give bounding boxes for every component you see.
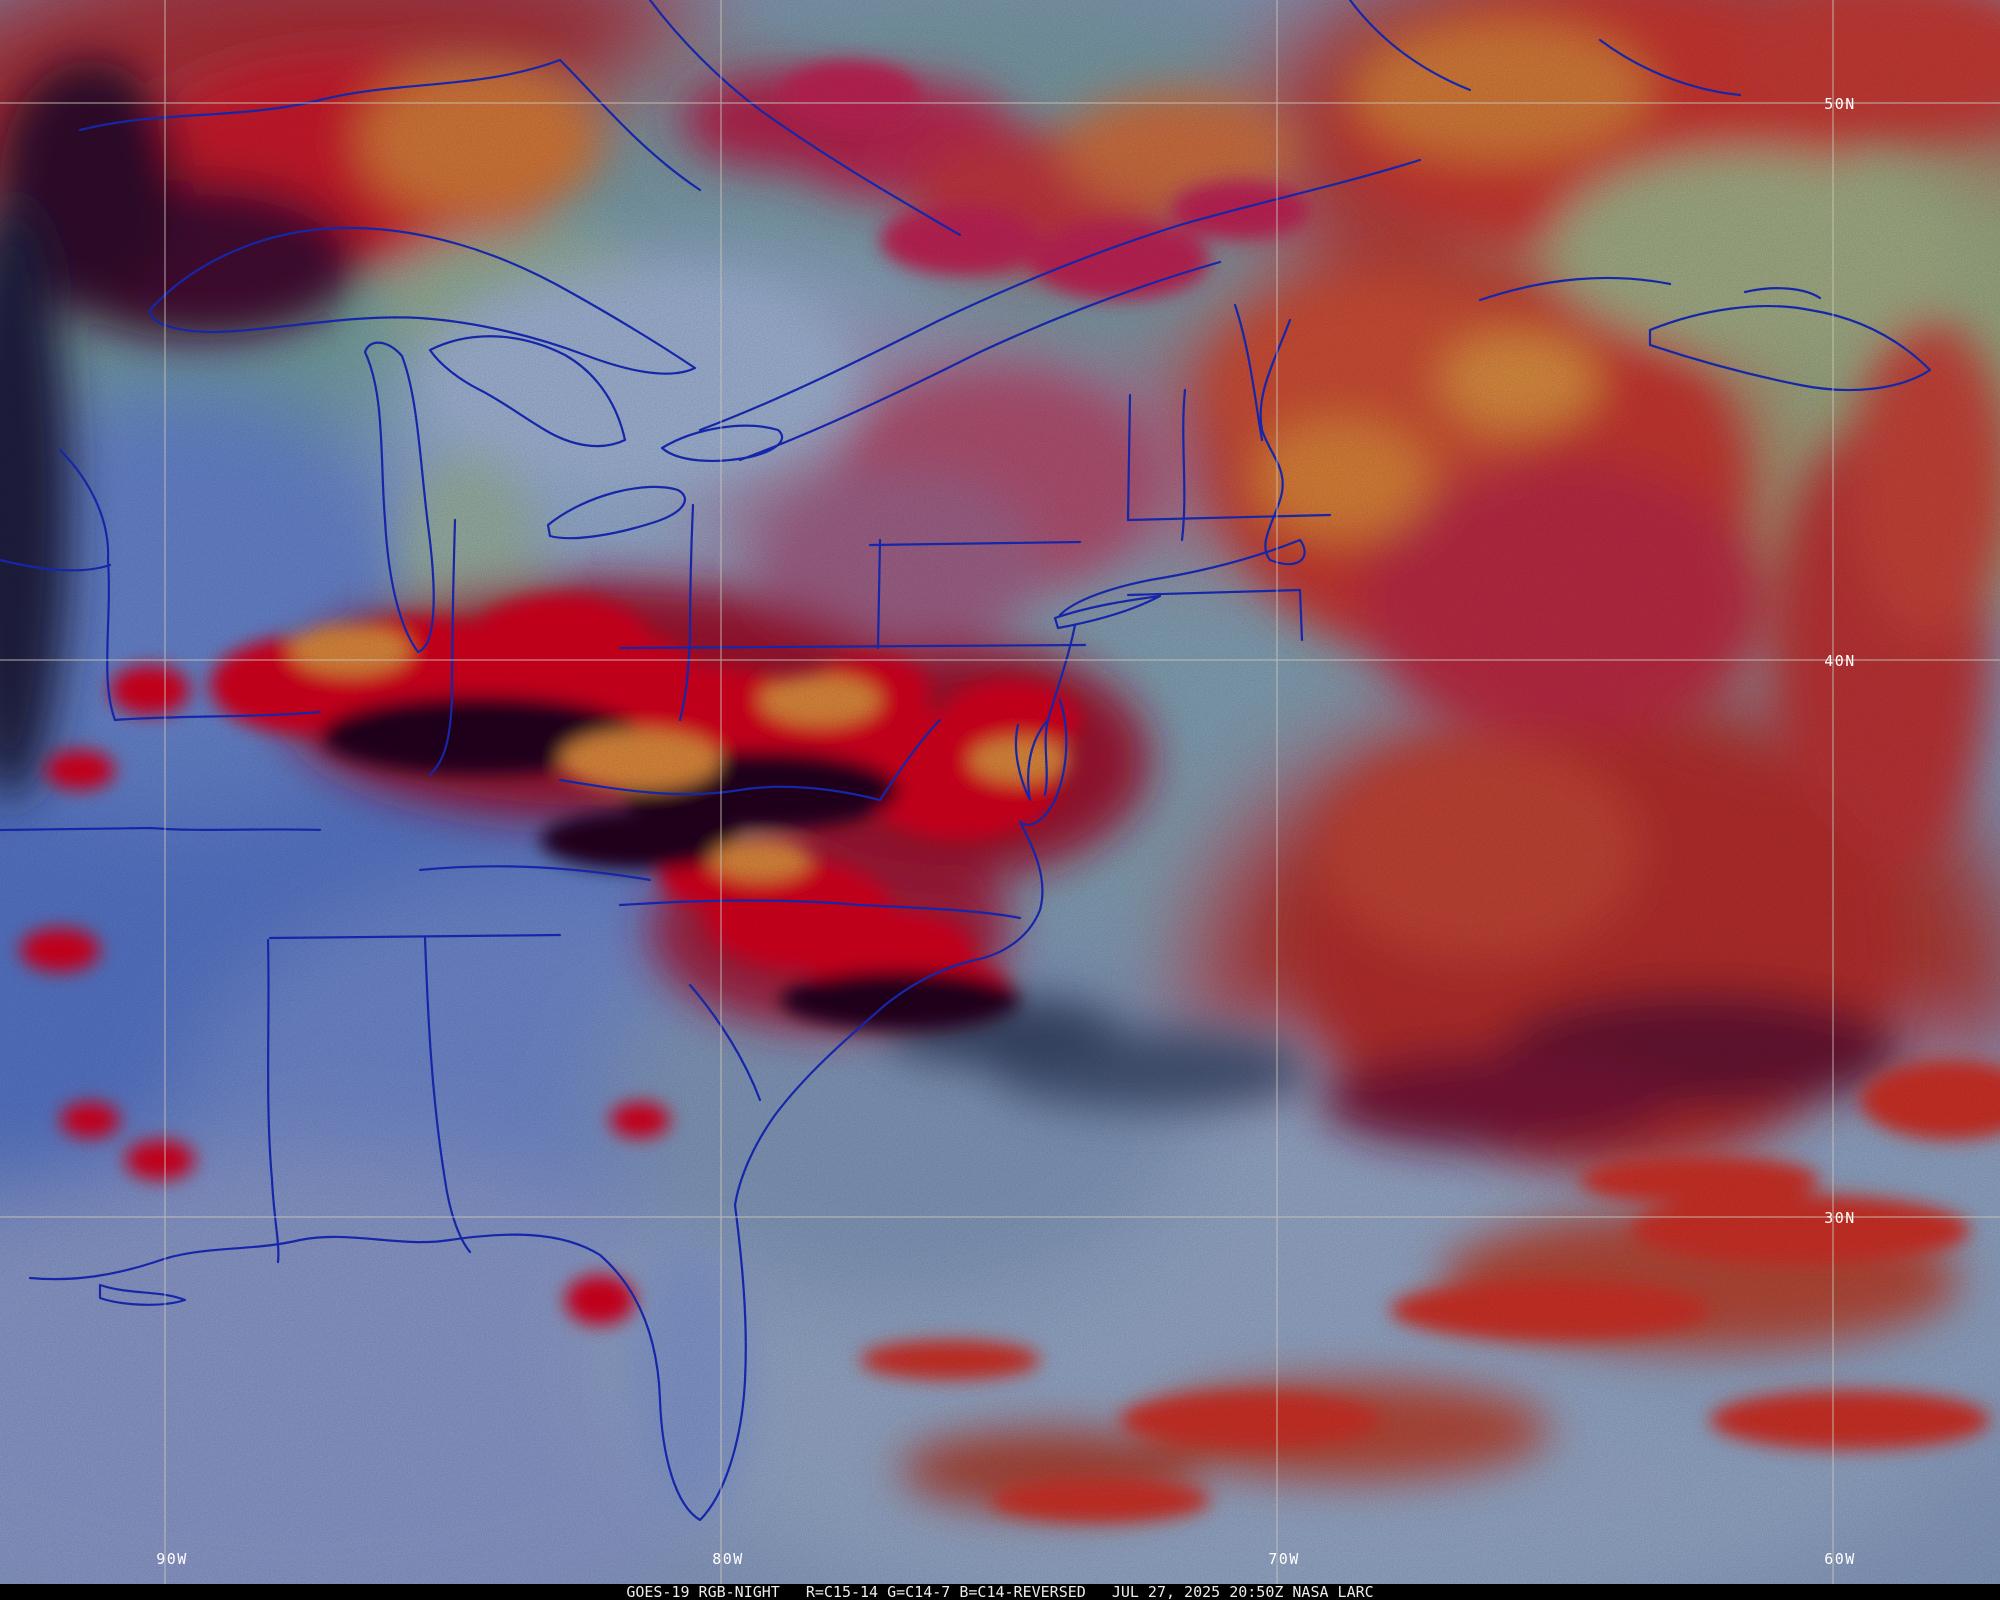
lon-label-70w: 70W — [1268, 1550, 1300, 1568]
grid-labels: 50N 40N 30N 90W 80W 70W 60W — [156, 95, 1856, 1568]
lon-label-80w: 80W — [712, 1550, 744, 1568]
caption-datetime-source: JUL 27, 2025 20:50Z NASA LARC — [1112, 1584, 1374, 1600]
caption-product: GOES-19 RGB-NIGHT — [626, 1583, 780, 1600]
lat-label-50n: 50N — [1824, 95, 1856, 113]
lat-label-30n: 30N — [1824, 1209, 1856, 1227]
caption-channels: R=C15-14 G=C14-7 B=C14-REVERSED — [805, 1583, 1086, 1600]
lon-label-60w: 60W — [1824, 1550, 1856, 1568]
lat-label-40n: 40N — [1824, 652, 1856, 670]
caption-datetime: JUL 27, 2025 20:50Z — [1111, 1583, 1284, 1600]
state-borders — [0, 0, 1932, 1522]
lon-label-90w: 90W — [156, 1550, 188, 1568]
caption-bar: GOES-19 RGB-NIGHT R=C15-14 G=C14-7 B=C14… — [0, 1584, 2000, 1600]
caption-source: NASA LARC — [1292, 1583, 1374, 1600]
